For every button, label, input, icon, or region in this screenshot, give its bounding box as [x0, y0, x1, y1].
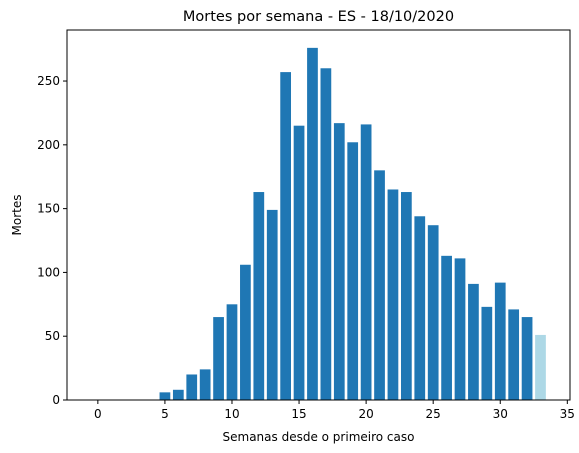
x-tick-label: 0 — [94, 407, 102, 421]
bar-week-31 — [508, 309, 520, 400]
y-tick-label: 0 — [52, 393, 60, 407]
bar-week-14 — [280, 72, 292, 400]
y-tick-label: 150 — [37, 202, 60, 216]
bar-week-27 — [454, 258, 466, 400]
bar-week-28 — [468, 283, 479, 400]
x-axis-label: Semanas desde o primeiro caso — [223, 430, 415, 444]
y-tick-label: 50 — [45, 329, 60, 343]
x-tick-label: 25 — [426, 407, 441, 421]
bar-week-5 — [159, 392, 171, 400]
chart-title: Mortes por semana - ES - 18/10/2020 — [183, 9, 454, 25]
bar-week-21 — [374, 170, 385, 400]
bar-week-32 — [521, 317, 533, 400]
x-tick-label: 15 — [291, 407, 306, 421]
bar-week-10 — [226, 304, 238, 400]
bar-week-23 — [400, 192, 412, 400]
bar-week-11 — [240, 264, 251, 400]
bar-week-16 — [307, 47, 318, 401]
bar-week-13 — [266, 209, 278, 400]
bar-week-22 — [387, 189, 399, 400]
x-ticks: 0 5 10 15 20 25 30 35 — [94, 400, 575, 421]
bar-week-15 — [293, 125, 305, 401]
bar-week-18 — [333, 123, 345, 400]
y-tick-label: 200 — [37, 138, 60, 152]
y-tick-label: 100 — [37, 265, 60, 279]
y-axis-label: Mortes — [10, 195, 24, 236]
bar-week-20 — [360, 124, 372, 401]
bar-week-24 — [414, 216, 426, 400]
x-tick-label: 10 — [224, 407, 239, 421]
x-tick-label: 5 — [161, 407, 169, 421]
bar-week-26 — [441, 255, 452, 400]
bar-week-25 — [427, 225, 439, 400]
y-tick-label: 250 — [37, 74, 60, 88]
bar-week-33 — [535, 334, 546, 400]
bar-week-30 — [494, 282, 506, 400]
bar-week-29 — [481, 306, 493, 400]
x-tick-label: 30 — [493, 407, 508, 421]
bar-week-9 — [213, 317, 224, 400]
bars-group — [159, 47, 546, 401]
x-tick-label: 20 — [358, 407, 373, 421]
bar-week-8 — [199, 369, 211, 400]
bar-week-12 — [253, 192, 265, 400]
y-ticks: 0 50 100 150 200 250 — [37, 74, 67, 407]
plot-frame — [66, 29, 571, 401]
bar-week-19 — [347, 142, 359, 400]
bar-week-6 — [172, 389, 184, 400]
bar-week-17 — [320, 68, 332, 400]
bar-week-7 — [186, 374, 198, 400]
x-tick-label: 35 — [560, 407, 575, 421]
